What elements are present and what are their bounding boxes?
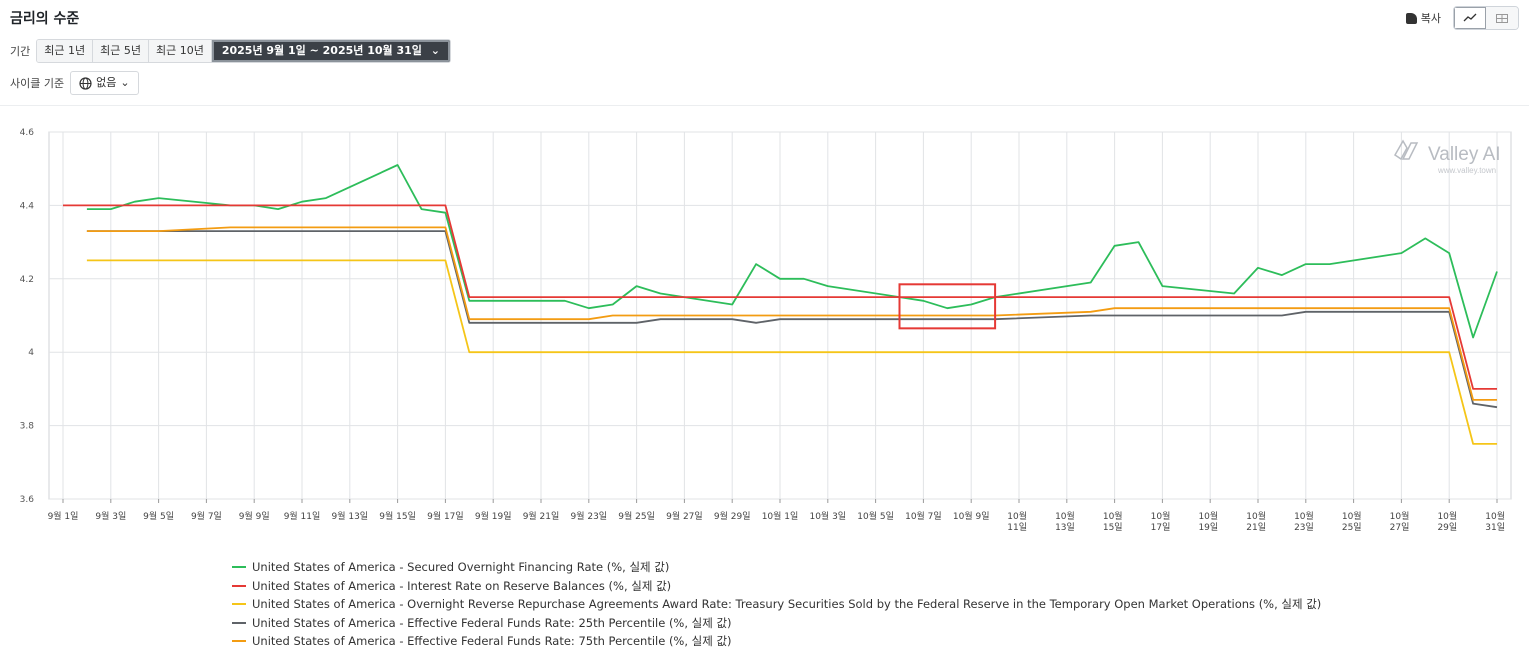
- chart-legend: United States of America - Secured Overn…: [232, 558, 1321, 651]
- legend-swatch: [232, 621, 246, 624]
- watermark-brand: Valley AI: [1428, 144, 1501, 165]
- period-selector: 최근 1년 최근 5년 최근 10년 2025년 9월 1일 ~ 2025년 1…: [36, 39, 451, 63]
- x-tick-label: 10월 5일: [857, 510, 894, 522]
- x-tick-label: 9월 5일: [143, 510, 174, 522]
- series-line-4: [86, 226, 1497, 401]
- period-label: 기간: [10, 45, 31, 58]
- valley-logo-icon: [1394, 139, 1419, 161]
- cycle-value: 없음: [96, 76, 117, 89]
- y-tick-label: 4.2: [20, 275, 34, 285]
- x-tick-label: 9월 21일: [523, 510, 560, 522]
- x-tick-label: 10월 7일: [905, 510, 942, 522]
- x-tick-label: 9월 17일: [427, 510, 464, 522]
- y-tick-label: 4.4: [20, 201, 35, 211]
- table-view-button[interactable]: [1486, 7, 1518, 29]
- x-tick-label: 10월 23일: [1294, 510, 1314, 533]
- x-tick-label: 10월 11일: [1007, 510, 1027, 533]
- series-line-2: [86, 259, 1497, 445]
- x-tick-label: 9월 13일: [331, 510, 368, 522]
- x-tick-label: 10월 3일: [809, 510, 846, 522]
- x-tick-label: 9월 3일: [95, 510, 126, 522]
- x-tick-label: 10월 21일: [1246, 510, 1266, 533]
- date-range-label: 2025년 9월 1일 ~ 2025년 10월 31일: [221, 44, 422, 57]
- globe-icon: [79, 76, 92, 90]
- header-divider: [0, 105, 1529, 106]
- highlight-box: [898, 283, 997, 330]
- line-chart-view-button[interactable]: [1454, 7, 1486, 29]
- copy-icon: [1405, 12, 1417, 24]
- x-tick-label: 10월 31일: [1485, 510, 1505, 533]
- legend-item[interactable]: United States of America - Secured Overn…: [232, 558, 1321, 577]
- legend-label: United States of America - Interest Rate…: [252, 578, 672, 593]
- chevron-down-icon: ⌄: [430, 44, 440, 57]
- x-tick-label: 9월 11일: [284, 510, 321, 522]
- x-tick-label: 10월 17일: [1151, 510, 1171, 533]
- legend-label: United States of America - Effective Fed…: [252, 634, 732, 649]
- chart-series: [63, 164, 1498, 445]
- cycle-dropdown[interactable]: 없음 ⌄: [70, 71, 139, 95]
- copy-button[interactable]: 복사: [1402, 7, 1445, 29]
- x-tick-label: 9월 27일: [666, 510, 703, 522]
- y-tick-label: 3.8: [20, 422, 35, 432]
- view-toggle: [1453, 6, 1519, 30]
- legend-label: United States of America - Effective Fed…: [252, 615, 732, 630]
- period-10y-button[interactable]: 최근 10년: [148, 40, 212, 62]
- legend-label: United States of America - Overnight Rev…: [252, 597, 1322, 612]
- x-tick-label: 10월 29일: [1437, 510, 1457, 533]
- x-tick-label: 10월 27일: [1390, 510, 1410, 533]
- copy-label: 복사: [1420, 12, 1441, 25]
- x-tick-label: 9월 23일: [570, 510, 607, 522]
- period-1y-button[interactable]: 최근 1년: [37, 40, 94, 62]
- x-tick-label: 10월 13일: [1055, 510, 1075, 533]
- watermark: Valley AI www.valley.town: [1394, 139, 1501, 175]
- y-tick-label: 4.6: [20, 128, 35, 138]
- x-tick-label: 10월 1일: [762, 510, 799, 522]
- x-tick-label: 9월 19일: [475, 510, 512, 522]
- x-tick-label: 9월 29일: [714, 510, 751, 522]
- legend-item[interactable]: United States of America - Effective Fed…: [232, 614, 1321, 633]
- legend-item[interactable]: United States of America - Effective Fed…: [232, 632, 1321, 651]
- toolbar: 복사: [1402, 6, 1519, 30]
- line-chart-icon: [1463, 13, 1477, 22]
- legend-swatch: [232, 603, 246, 606]
- y-tick-label: 3.6: [20, 495, 35, 505]
- cycle-label: 사이클 기준: [10, 77, 65, 90]
- watermark-url: www.valley.town: [1437, 166, 1496, 175]
- x-tick-label: 10월 19일: [1198, 510, 1218, 533]
- date-range-dropdown[interactable]: 2025년 9월 1일 ~ 2025년 10월 31일 ⌄: [211, 40, 450, 62]
- rates-line-chart: 4.64.44.243.83.6 9월 1일 9월 3일 9월 5일 9월 7일 9월 …: [20, 128, 1512, 533]
- legend-swatch: [232, 566, 246, 569]
- series-line-0: [86, 164, 1498, 339]
- x-tick-label: 10월 15일: [1103, 510, 1123, 533]
- x-tick-label: 9월 9일: [239, 510, 270, 522]
- page-title: 금리의 수준: [10, 11, 80, 27]
- y-tick-label: 4: [28, 348, 34, 358]
- x-tick-label: 9월 1일: [48, 510, 79, 522]
- y-axis-ticks: 4.6 4.4 4.2 4 3.8 3.6: [20, 128, 35, 505]
- period-5y-button[interactable]: 최근 5년: [93, 40, 149, 62]
- chevron-down-icon: ⌄: [120, 76, 130, 89]
- legend-item[interactable]: United States of America - Overnight Rev…: [232, 595, 1321, 614]
- x-tick-label: 9월 7일: [191, 510, 222, 522]
- period-row: 기간 최근 1년 최근 5년 최근 10년 2025년 9월 1일 ~ 2025…: [10, 39, 451, 63]
- legend-item[interactable]: United States of America - Interest Rate…: [232, 577, 1321, 596]
- legend-swatch: [232, 584, 246, 587]
- x-tick-label: 10월 25일: [1342, 510, 1362, 533]
- legend-label: United States of America - Secured Overn…: [252, 560, 670, 575]
- series-line-1: [63, 204, 1497, 390]
- chart-grid: [48, 131, 1512, 503]
- legend-swatch: [232, 640, 246, 643]
- x-tick-label: 9월 25일: [618, 510, 655, 522]
- x-tick-label: 10월 9일: [953, 510, 990, 522]
- series-line-3: [86, 230, 1498, 409]
- x-axis-ticks: 9월 1일 9월 3일 9월 5일 9월 7일 9월 9일 9월 11일 9월 13일 9월 …: [48, 510, 1505, 533]
- table-icon: [1496, 13, 1508, 23]
- cycle-row: 사이클 기준 없음 ⌄: [10, 71, 139, 95]
- x-tick-label: 9월 15일: [379, 510, 416, 522]
